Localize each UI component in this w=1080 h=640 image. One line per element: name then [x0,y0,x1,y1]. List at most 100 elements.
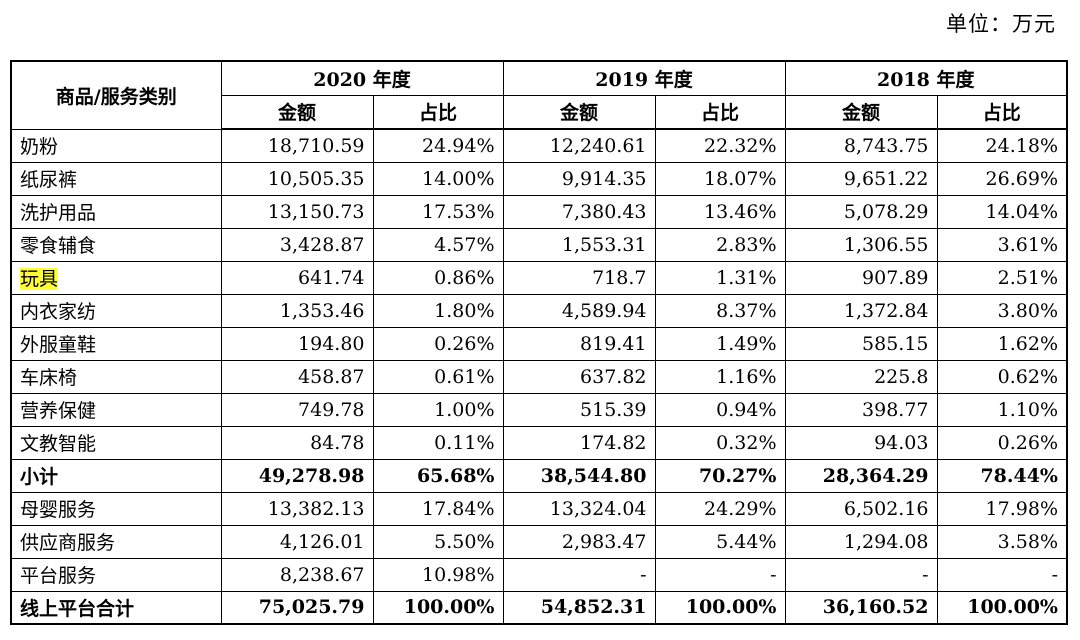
table-row: 文教智能 84.78 0.11% 174.82 0.32% 94.03 0.26% [10,426,1068,460]
ratio-cell: 18.07% [654,162,786,196]
row-category-label: 平台服务 [20,565,97,587]
row-category: 供应商服务 [10,525,222,559]
ratio-cell: 17.98% [936,492,1068,526]
row-category-label: 洗护用品 [20,202,97,224]
row-category: 线上平台合计 [10,591,222,625]
ratio-cell: 100.00% [936,591,1068,625]
table-row: 零食辅食 3,428.87 4.57% 1,553.31 2.83% 1,306.55 3.… [10,228,1068,262]
row-category: 营养保健 [10,393,222,427]
ratio-cell: 5.50% [372,525,504,559]
ratio-cell: 17.84% [372,492,504,526]
amount-cell: 7,380.43 [502,195,656,229]
amount-cell: 4,589.94 [502,294,656,328]
row-category: 玩具 [10,261,222,295]
amount-cell: - [502,558,656,592]
ratio-cell: 22.32% [654,129,786,163]
header-row-years: 商品/服务类别 2020 年度 2019 年度 2018 年度 [10,60,1068,130]
ratio-cell: 14.04% [936,195,1068,229]
amount-cell: 819.41 [502,327,656,361]
amount-cell: 1,353.46 [220,294,374,328]
row-category-label: 外服童鞋 [20,334,97,356]
revenue-table: 商品/服务类别 2020 年度 2019 年度 2018 年度 金额 占比 金额… [10,60,1068,625]
ratio-cell: 2.51% [936,261,1068,295]
ratio-cell: 5.44% [654,525,786,559]
amount-header: 金额 [220,95,374,130]
amount-cell: 9,914.35 [502,162,656,196]
ratio-cell: 100.00% [372,591,504,625]
row-category: 外服童鞋 [10,327,222,361]
amount-cell: 13,150.73 [220,195,374,229]
ratio-cell: 24.94% [372,129,504,163]
amount-cell: 28,364.29 [784,459,938,493]
ratio-cell: 8.37% [654,294,786,328]
ratio-cell: 0.94% [654,393,786,427]
table-row: 平台服务 8,238.67 10.98% - - - - [10,558,1068,592]
row-category: 母婴服务 [10,492,222,526]
header-row-metrics: 金额 占比 金额 占比 金额 占比 [11,95,1068,130]
amount-cell: 54,852.31 [502,591,656,625]
ratio-cell: 0.32% [654,426,786,460]
row-category: 洗护用品 [10,195,222,229]
amount-cell: 36,160.52 [784,591,938,625]
row-category-label: 文教智能 [20,433,97,455]
row-category-label: 供应商服务 [20,532,116,554]
amount-cell: 49,278.98 [220,459,374,493]
amount-cell: 1,553.31 [502,228,656,262]
amount-header: 金额 [784,95,938,130]
amount-cell: 2,983.47 [502,525,656,559]
amount-cell: 6,502.16 [784,492,938,526]
table-row: 纸尿裤 10,505.35 14.00% 9,914.35 18.07% 9,651.22… [10,162,1068,196]
ratio-cell: 3.58% [936,525,1068,559]
table-row: 线上平台合计 75,025.79 100.00% 54,852.31 100.00% 36… [10,591,1068,625]
ratio-header: 占比 [654,95,786,130]
table-row: 供应商服务 4,126.01 5.50% 2,983.47 5.44% 1,294.08 3… [10,525,1068,559]
amount-cell: 13,382.13 [220,492,374,526]
table-row: 母婴服务 13,382.13 17.84% 13,324.04 24.29% 6,502.… [10,492,1068,526]
amount-cell: 1,372.84 [784,294,938,328]
row-category-label: 零食辅食 [20,235,97,257]
table-row: 小计 49,278.98 65.68% 38,544.80 70.27% 28,364.2… [10,459,1068,493]
table-row: 营养保健 749.78 1.00% 515.39 0.94% 398.77 1.10% [10,393,1068,427]
ratio-cell: 0.11% [372,426,504,460]
amount-cell: 8,743.75 [784,129,938,163]
amount-cell: 1,294.08 [784,525,938,559]
row-category-label: 车床椅 [20,367,78,389]
amount-cell: 38,544.80 [502,459,656,493]
ratio-cell: 1.16% [654,360,786,394]
row-category-label: 纸尿裤 [20,169,78,191]
row-category: 纸尿裤 [10,162,222,196]
unit-label: 单位：万元 [946,12,1056,36]
amount-cell: 84.78 [220,426,374,460]
ratio-cell: 1.00% [372,393,504,427]
ratio-cell: 26.69% [936,162,1068,196]
ratio-cell: 0.61% [372,360,504,394]
amount-cell: 749.78 [220,393,374,427]
table-row: 外服童鞋 194.80 0.26% 819.41 1.49% 585.15 1.62% [10,327,1068,361]
amount-cell: 75,025.79 [220,591,374,625]
row-category-label: 内衣家纺 [20,301,97,323]
row-category-label: 母婴服务 [20,499,97,521]
amount-cell: 1,306.55 [784,228,938,262]
amount-cell: 4,126.01 [220,525,374,559]
ratio-cell: 13.46% [654,195,786,229]
ratio-cell: 1.49% [654,327,786,361]
table-row: 内衣家纺 1,353.46 1.80% 4,589.94 8.37% 1,372.84 3.… [10,294,1068,328]
amount-header: 金额 [502,95,656,130]
amount-cell: 225.8 [784,360,938,394]
row-category: 车床椅 [10,360,222,394]
ratio-cell: 100.00% [654,591,786,625]
table-row: 玩具 641.74 0.86% 718.7 1.31% 907.89 2.51% [10,261,1068,295]
amount-cell: 174.82 [502,426,656,460]
ratio-cell: 17.53% [372,195,504,229]
row-category-label: 线上平台合计 [20,597,135,620]
ratio-cell: 0.26% [936,426,1068,460]
ratio-cell: 14.00% [372,162,504,196]
ratio-cell: 70.27% [654,459,786,493]
row-category-label: 小计 [20,466,59,488]
ratio-cell: - [936,558,1068,592]
row-category: 平台服务 [10,558,222,592]
row-category: 文教智能 [10,426,222,460]
amount-cell: 8,238.67 [220,558,374,592]
table-row: 奶粉 18,710.59 24.94% 12,240.61 22.32% 8,743.75… [10,129,1068,163]
row-category-label: 玩具 [20,268,59,290]
